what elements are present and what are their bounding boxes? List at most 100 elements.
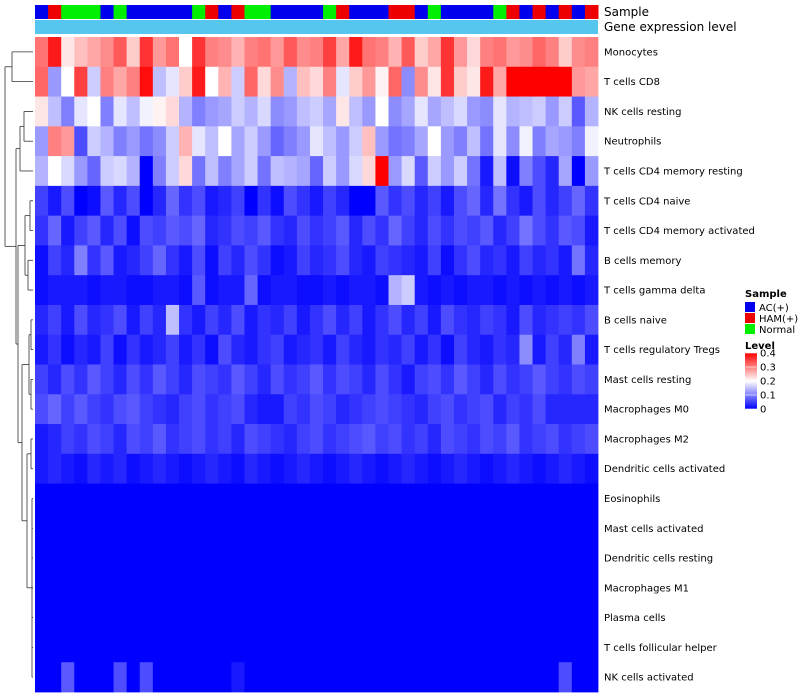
heatmap-cell	[48, 424, 62, 455]
heatmap-cell	[192, 334, 206, 365]
sample-annotation-cell	[427, 5, 442, 19]
heatmap-cell	[113, 453, 128, 484]
row-label: Eosinophils	[604, 494, 660, 505]
heatmap-cell	[257, 215, 272, 246]
heatmap-cell	[61, 364, 75, 395]
heatmap-cell	[35, 513, 49, 544]
heatmap-cell	[165, 334, 180, 365]
heatmap-cell	[571, 662, 586, 693]
heatmap-cell	[506, 513, 520, 544]
heatmap-cell	[283, 513, 298, 544]
heatmap-cell	[74, 245, 88, 276]
heatmap-cell	[336, 662, 350, 693]
heatmap-cell	[453, 126, 468, 157]
heatmap-cell	[87, 602, 101, 633]
sample-annotation-cell	[270, 5, 285, 19]
heatmap-cell	[270, 632, 285, 663]
heatmap-cell	[414, 513, 429, 544]
heatmap-cell	[231, 215, 245, 246]
heatmap-cell	[152, 513, 167, 544]
heatmap-cell	[323, 304, 337, 336]
heatmap-cell	[87, 126, 101, 157]
row-label: Plasma cells	[604, 613, 666, 624]
heatmap-cell	[532, 632, 547, 663]
heatmap-cell	[427, 543, 442, 574]
heatmap-cell	[61, 304, 75, 336]
heatmap-cell	[401, 156, 416, 187]
heatmap-cell	[414, 543, 429, 574]
heatmap-cell	[192, 37, 206, 68]
heatmap-cell	[74, 37, 88, 68]
heatmap-cell	[152, 394, 167, 425]
heatmap-cell	[336, 602, 350, 633]
heatmap-cell	[375, 66, 389, 97]
heatmap-cell	[139, 424, 154, 455]
heatmap-cell	[467, 304, 481, 336]
heatmap-cell	[532, 334, 547, 365]
heatmap-cell	[349, 37, 363, 68]
sample-annotation-cell	[467, 5, 481, 19]
heatmap-cell	[231, 245, 245, 276]
heatmap-cell	[532, 453, 547, 484]
heatmap-cell	[152, 483, 167, 514]
level-legend-title: Level	[745, 341, 775, 352]
heatmap-cell	[309, 364, 324, 395]
heatmap-cell	[87, 453, 101, 484]
heatmap-cell	[309, 334, 324, 365]
heatmap-cell	[427, 483, 442, 514]
heatmap-cell	[244, 543, 258, 574]
heatmap-cell	[231, 662, 245, 693]
heatmap-cell	[427, 364, 442, 395]
heatmap-cell	[87, 662, 101, 693]
heatmap-cell	[401, 453, 416, 484]
heatmap-cell	[388, 572, 403, 604]
heatmap-cell	[35, 394, 49, 425]
heatmap-cell	[427, 215, 442, 246]
heatmap-cell	[61, 513, 75, 544]
heatmap-cell	[87, 156, 101, 187]
heatmap-cell	[440, 126, 455, 157]
sample-annotation-cell	[100, 5, 115, 19]
heatmap-cell	[244, 185, 258, 217]
heatmap-cell	[283, 245, 298, 276]
heatmap-cell	[113, 543, 128, 574]
heatmap-cell	[74, 543, 88, 574]
heatmap-cell	[61, 334, 75, 365]
heatmap-cell	[179, 275, 193, 306]
heatmap-cell	[427, 334, 442, 365]
heatmap-cell	[309, 37, 324, 68]
heatmap-cell	[165, 126, 180, 157]
heatmap-cell	[571, 513, 586, 544]
heatmap-cell	[388, 453, 403, 484]
heatmap-cell	[375, 424, 389, 455]
row-label: B cells memory	[604, 256, 681, 267]
heatmap-cell	[532, 364, 547, 395]
heatmap-cell	[165, 37, 180, 68]
heatmap-cell	[205, 275, 219, 306]
heatmap-cell	[467, 215, 481, 246]
heatmap-cell	[35, 126, 49, 157]
heatmap-cell	[453, 304, 468, 336]
heatmap-cell	[414, 453, 429, 484]
heatmap-cell	[179, 245, 193, 276]
heatmap-cell	[480, 632, 494, 663]
heatmap-cell	[218, 185, 232, 217]
heatmap-cell	[244, 453, 258, 484]
heatmap-cell	[126, 156, 141, 187]
heatmap-cell	[480, 304, 494, 336]
heatmap-cell	[323, 662, 337, 693]
sample-annotation-cell	[192, 5, 206, 19]
row-label: T cells CD8	[603, 77, 660, 88]
heatmap-cell	[87, 215, 101, 246]
heatmap-cell	[231, 66, 245, 97]
heatmap-cell	[336, 96, 350, 127]
heatmap-cell	[414, 66, 429, 97]
heatmap-cell	[427, 632, 442, 663]
sample-annotation-cell	[218, 5, 232, 19]
level-tick-label: 0.1	[760, 391, 776, 402]
heatmap-cell	[545, 304, 560, 336]
heatmap-cell	[231, 394, 245, 425]
heatmap-cell	[309, 275, 324, 306]
heatmap-cell	[231, 185, 245, 217]
heatmap-cell	[165, 66, 180, 97]
